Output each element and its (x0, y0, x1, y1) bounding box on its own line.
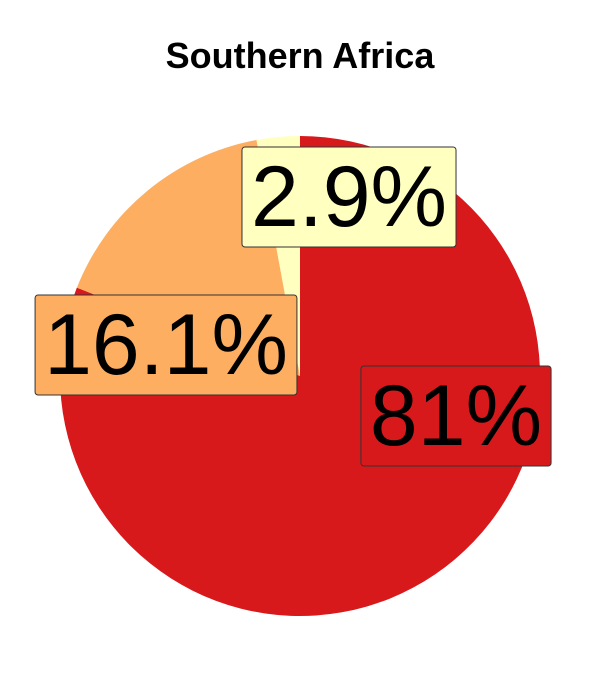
pie-label-box-0 (360, 365, 552, 467)
pie-label-box-1 (34, 294, 298, 396)
pie-label-text-2: 2.9% (251, 149, 447, 245)
pie-label-1: 16.1% (34, 294, 298, 396)
pie-label-box-2 (241, 146, 457, 248)
pie-labels: 81% 16.1% 2.9% (34, 146, 552, 467)
pie-label-text-0: 81% (370, 368, 542, 464)
pie-label-text-1: 16.1% (44, 297, 288, 393)
chart-title: Southern Africa (166, 35, 436, 76)
pie-label-0: 81% (360, 365, 552, 467)
pie-label-2: 2.9% (241, 146, 457, 248)
